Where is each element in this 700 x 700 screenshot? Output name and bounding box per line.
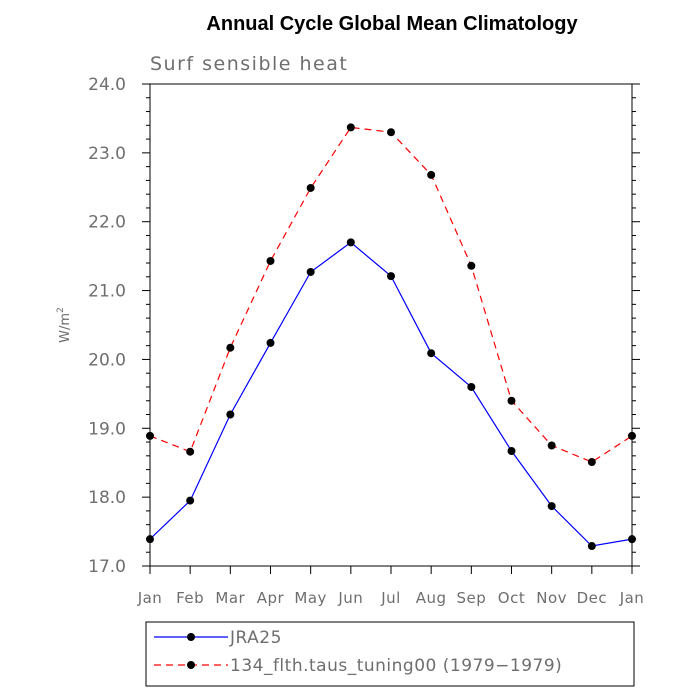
series-1-point [628,535,636,544]
plot-area: 17.0 18.0 19.0 20.0 21.0 22.0 23.0 24.0 Jan Feb Ma… [88,75,644,607]
series-2-point [427,170,436,179]
y-tick-label: 17.0 [88,557,126,577]
series-2-point [387,128,395,137]
series-2-point [346,123,355,132]
y-tick-label: 19.0 [88,419,126,439]
legend-box [145,621,635,687]
x-tick-label: Sep [456,589,486,607]
x-tick-label: Jul [380,589,401,607]
legend-marker-2 [187,661,195,669]
series-line-1 [149,241,633,547]
series-1-point [306,267,315,276]
legend-label-2: 134_flth.taus_tuning00 (1979−1979) [230,656,562,676]
x-tick-label: Oct [498,589,525,607]
series-line-2 [149,126,633,463]
x-tick-label: Nov [536,589,567,607]
series-2-point [467,261,476,270]
series-1-point [587,542,596,551]
series-1-point [387,272,395,281]
y-tick-label: 20.0 [88,350,126,370]
x-tick-label: Jan [619,589,645,607]
y-axis-label: W/m2 [56,307,73,343]
y-tick-label: 21.0 [88,282,126,302]
series-2-point [146,431,154,440]
series-2-point [266,256,275,265]
legend-marker-1 [187,633,195,641]
series-1-point [346,238,355,247]
chart-title: Annual Cycle Global Mean Climatology [206,13,578,35]
series-1-point [226,410,235,419]
series-1-point [266,338,275,347]
series-1-point [427,349,436,358]
y-tick-label: 18.0 [88,488,126,508]
series-1-point [186,496,195,505]
y-tick-label: 24.0 [88,75,126,95]
series-2-point [507,396,516,405]
x-tick-label: Aug [416,589,447,607]
y-tick-label: 23.0 [88,144,126,164]
x-tick-label: May [294,589,327,607]
series-2-point [628,431,636,440]
x-tick-label: Apr [257,589,285,607]
series-1-point [507,447,516,456]
series-2-point [587,458,596,467]
series-2-point [306,183,315,192]
series-2-point [547,441,556,450]
x-tick-label: Jun [337,589,363,607]
y-tick-label: 22.0 [88,213,126,233]
series-2-point [186,447,195,456]
series-1-point [467,382,476,391]
x-tick-label: Jan [137,589,163,607]
x-tick-label: Mar [215,589,245,607]
plot-frame [149,83,633,567]
x-tick-label: Feb [176,589,204,607]
x-tick-label: Dec [577,589,608,607]
series-1-point [547,502,556,511]
series-1-point [146,535,154,544]
legend-label-1: JRA25 [229,628,282,648]
series-2-point [226,343,235,352]
legend: JRA25 134_flth.taus_tuning00 (1979−1979) [145,621,635,687]
chart-subtitle: Surf sensible heat [150,53,348,75]
